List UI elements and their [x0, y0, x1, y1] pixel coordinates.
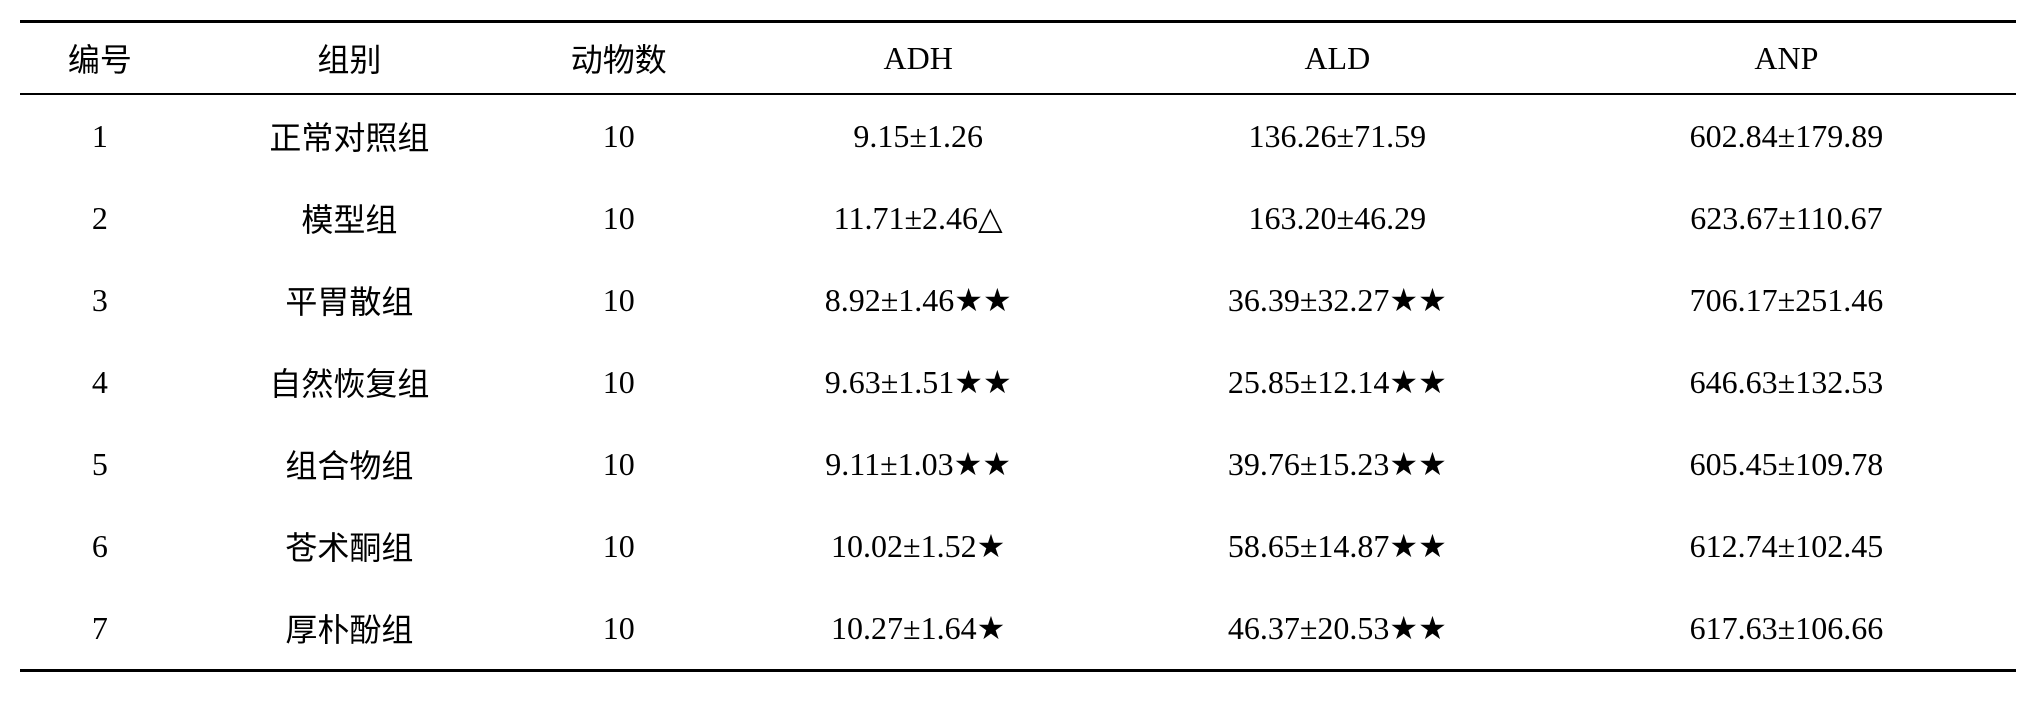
column-header-adh: ADH — [719, 22, 1118, 95]
cell-ald: 36.39±32.27★★ — [1118, 259, 1557, 341]
cell-ald: 136.26±71.59 — [1118, 94, 1557, 177]
column-header-group: 组别 — [180, 22, 519, 95]
cell-group: 正常对照组 — [180, 94, 519, 177]
column-header-anp: ANP — [1557, 22, 2016, 95]
cell-anp: 612.74±102.45 — [1557, 505, 2016, 587]
cell-num: 2 — [20, 177, 180, 259]
cell-adh: 9.11±1.03★★ — [719, 423, 1118, 505]
table-header-row: 编号 组别 动物数 ADH ALD ANP — [20, 22, 2016, 95]
table-row: 6 苍术酮组 10 10.02±1.52★ 58.65±14.87★★ 612.… — [20, 505, 2016, 587]
cell-anp: 646.63±132.53 — [1557, 341, 2016, 423]
cell-anp: 617.63±106.66 — [1557, 587, 2016, 671]
cell-animals: 10 — [519, 341, 719, 423]
cell-animals: 10 — [519, 505, 719, 587]
cell-ald: 58.65±14.87★★ — [1118, 505, 1557, 587]
cell-animals: 10 — [519, 94, 719, 177]
cell-anp: 605.45±109.78 — [1557, 423, 2016, 505]
column-header-num: 编号 — [20, 22, 180, 95]
cell-adh: 10.27±1.64★ — [719, 587, 1118, 671]
cell-num: 6 — [20, 505, 180, 587]
cell-anp: 602.84±179.89 — [1557, 94, 2016, 177]
cell-animals: 10 — [519, 177, 719, 259]
table-body: 1 正常对照组 10 9.15±1.26 136.26±71.59 602.84… — [20, 94, 2016, 671]
cell-num: 4 — [20, 341, 180, 423]
table-row: 1 正常对照组 10 9.15±1.26 136.26±71.59 602.84… — [20, 94, 2016, 177]
cell-group: 平胃散组 — [180, 259, 519, 341]
cell-animals: 10 — [519, 587, 719, 671]
cell-adh: 9.15±1.26 — [719, 94, 1118, 177]
cell-ald: 163.20±46.29 — [1118, 177, 1557, 259]
cell-num: 1 — [20, 94, 180, 177]
cell-group: 自然恢复组 — [180, 341, 519, 423]
cell-adh: 10.02±1.52★ — [719, 505, 1118, 587]
cell-num: 7 — [20, 587, 180, 671]
data-table: 编号 组别 动物数 ADH ALD ANP 1 正常对照组 10 9.15±1.… — [20, 20, 2016, 672]
table-row: 4 自然恢复组 10 9.63±1.51★★ 25.85±12.14★★ 646… — [20, 341, 2016, 423]
cell-adh: 11.71±2.46△ — [719, 177, 1118, 259]
column-header-animals: 动物数 — [519, 22, 719, 95]
cell-group: 厚朴酚组 — [180, 587, 519, 671]
table-row: 7 厚朴酚组 10 10.27±1.64★ 46.37±20.53★★ 617.… — [20, 587, 2016, 671]
table-row: 2 模型组 10 11.71±2.46△ 163.20±46.29 623.67… — [20, 177, 2016, 259]
cell-group: 模型组 — [180, 177, 519, 259]
column-header-ald: ALD — [1118, 22, 1557, 95]
cell-ald: 46.37±20.53★★ — [1118, 587, 1557, 671]
cell-adh: 9.63±1.51★★ — [719, 341, 1118, 423]
cell-num: 3 — [20, 259, 180, 341]
cell-animals: 10 — [519, 259, 719, 341]
cell-ald: 39.76±15.23★★ — [1118, 423, 1557, 505]
table-row: 5 组合物组 10 9.11±1.03★★ 39.76±15.23★★ 605.… — [20, 423, 2016, 505]
cell-anp: 623.67±110.67 — [1557, 177, 2016, 259]
cell-adh: 8.92±1.46★★ — [719, 259, 1118, 341]
cell-group: 苍术酮组 — [180, 505, 519, 587]
cell-num: 5 — [20, 423, 180, 505]
cell-group: 组合物组 — [180, 423, 519, 505]
cell-anp: 706.17±251.46 — [1557, 259, 2016, 341]
table-row: 3 平胃散组 10 8.92±1.46★★ 36.39±32.27★★ 706.… — [20, 259, 2016, 341]
cell-ald: 25.85±12.14★★ — [1118, 341, 1557, 423]
cell-animals: 10 — [519, 423, 719, 505]
